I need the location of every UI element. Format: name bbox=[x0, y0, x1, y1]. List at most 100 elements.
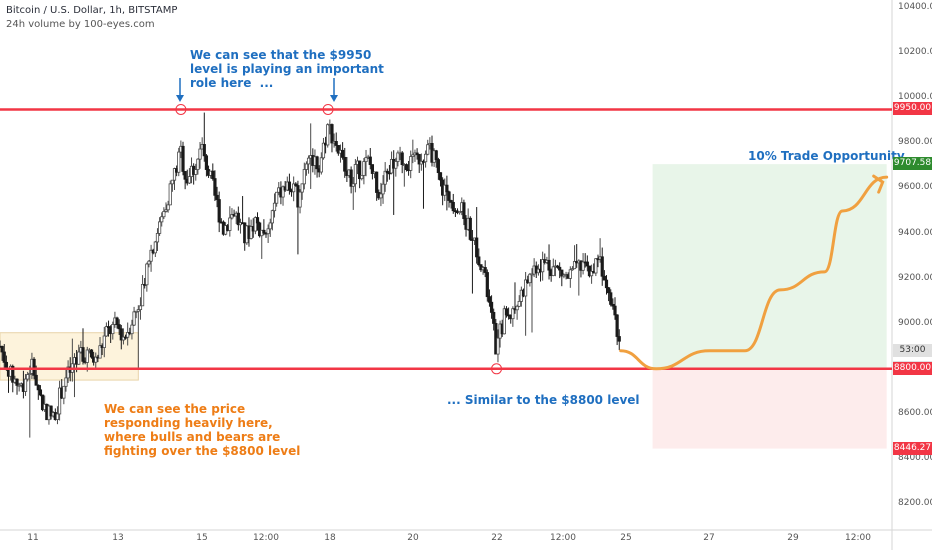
volume-indicator-label: 24h volume by 100-eyes.com bbox=[6, 19, 155, 30]
touch-marker bbox=[175, 103, 187, 115]
candle-body bbox=[34, 374, 38, 386]
candle-body bbox=[302, 169, 306, 185]
candle-body bbox=[572, 261, 577, 270]
candle-body bbox=[249, 226, 253, 239]
candle-body bbox=[147, 260, 151, 265]
candle-body bbox=[524, 279, 528, 297]
time-tick-label: 20 bbox=[407, 533, 419, 543]
candle-body bbox=[183, 171, 187, 180]
candle-body bbox=[468, 217, 472, 240]
candle-body bbox=[166, 204, 170, 211]
price-tag: 9707.58 bbox=[893, 157, 932, 171]
candle-body bbox=[49, 405, 53, 417]
candle-body bbox=[228, 217, 232, 231]
candle-body bbox=[130, 324, 134, 335]
time-tick-label: 15 bbox=[196, 533, 208, 543]
candle-body bbox=[336, 145, 340, 154]
candle-body bbox=[287, 181, 292, 191]
candle-body bbox=[136, 309, 140, 312]
candle-body bbox=[158, 221, 162, 234]
candle-body bbox=[364, 157, 368, 162]
candle-body bbox=[28, 373, 32, 375]
candle-body bbox=[594, 258, 598, 274]
candle-body bbox=[236, 212, 240, 226]
price-tag: 9950.00 bbox=[893, 102, 932, 116]
candle-body bbox=[502, 308, 506, 335]
candle-body bbox=[379, 193, 383, 199]
candle-body bbox=[164, 209, 168, 212]
touch-marker bbox=[322, 103, 334, 115]
price-tick-label: 9200.00 bbox=[898, 272, 932, 283]
candle-body bbox=[294, 183, 298, 186]
candle-body bbox=[115, 317, 119, 325]
candle-body bbox=[445, 184, 449, 193]
candle-body bbox=[255, 217, 260, 224]
candle-body bbox=[98, 345, 102, 359]
candle-body bbox=[36, 384, 40, 391]
candle-body bbox=[451, 201, 455, 212]
candle-body bbox=[155, 233, 160, 243]
candle-body bbox=[177, 151, 181, 173]
candle-body bbox=[300, 183, 304, 193]
candle-body bbox=[94, 356, 98, 363]
candle-body bbox=[370, 164, 375, 174]
candle-body bbox=[281, 186, 285, 198]
annotation-9950-level: We can see that the $9950 level is playi… bbox=[190, 48, 384, 90]
time-tick-label: 12:00 bbox=[253, 533, 279, 543]
candle-body bbox=[119, 328, 123, 341]
candle-body bbox=[568, 269, 572, 279]
candle-body bbox=[434, 150, 438, 160]
price-tick-label: 8400.00 bbox=[898, 453, 932, 463]
candle-body bbox=[353, 164, 357, 185]
candle-body bbox=[617, 336, 621, 342]
candle-body bbox=[607, 287, 611, 294]
candle-body bbox=[489, 301, 494, 313]
price-tick-label: 10400.00 bbox=[898, 2, 932, 12]
candle-body bbox=[609, 292, 613, 305]
projection-arrowhead bbox=[872, 174, 885, 194]
candle-body bbox=[213, 178, 217, 196]
candle-body bbox=[57, 387, 62, 415]
candle-body bbox=[326, 124, 330, 146]
stop-zone bbox=[652, 368, 887, 449]
candle-body bbox=[570, 268, 575, 271]
candle-body bbox=[385, 170, 389, 174]
candle-body bbox=[555, 265, 560, 268]
candle-body bbox=[55, 413, 60, 420]
candle-body bbox=[11, 365, 15, 383]
price-tick-label: 9800.00 bbox=[898, 137, 932, 148]
candle-body bbox=[40, 394, 45, 411]
candle-body bbox=[62, 385, 66, 399]
candle-body bbox=[415, 152, 419, 155]
candle-body bbox=[32, 358, 36, 376]
candle-body bbox=[368, 156, 372, 165]
candle-body bbox=[321, 142, 326, 159]
candle-body bbox=[215, 194, 219, 200]
candle-body bbox=[477, 256, 481, 266]
candle-body bbox=[483, 267, 487, 273]
candle-body bbox=[511, 308, 515, 320]
candle-body bbox=[262, 229, 266, 234]
candle-body bbox=[589, 271, 594, 277]
candle-body bbox=[196, 158, 200, 170]
time-tick-label: 12:00 bbox=[550, 533, 576, 543]
price-tick-label: 9400.00 bbox=[898, 227, 932, 238]
candle-body bbox=[168, 183, 172, 206]
candle-body bbox=[138, 305, 143, 311]
candle-body bbox=[600, 256, 604, 277]
candle-body bbox=[602, 275, 606, 281]
candle-body bbox=[360, 174, 364, 180]
time-tick-label: 18 bbox=[324, 533, 336, 543]
candle-body bbox=[134, 310, 138, 313]
candle-body bbox=[504, 308, 509, 316]
candle-body bbox=[381, 183, 385, 195]
annotation-arrowhead bbox=[330, 95, 338, 102]
candle-body bbox=[375, 171, 379, 193]
candle-body bbox=[358, 160, 362, 180]
candle-body bbox=[81, 347, 85, 362]
candle-body bbox=[266, 228, 270, 235]
candle-body bbox=[85, 349, 89, 363]
candle-body bbox=[319, 157, 323, 173]
candle-body bbox=[140, 283, 145, 307]
candle-body bbox=[560, 269, 564, 277]
